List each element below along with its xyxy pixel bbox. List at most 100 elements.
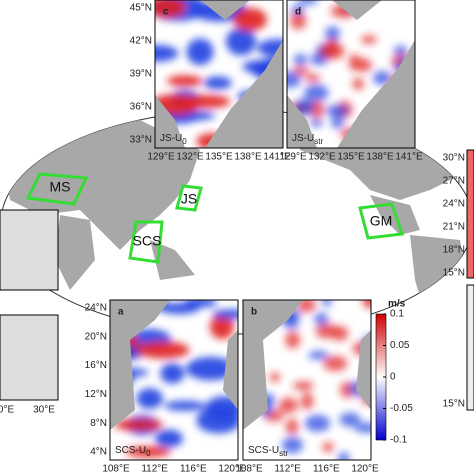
colorbar-tick-label: 0.05	[390, 340, 410, 351]
panel-title-sub: 0	[182, 137, 187, 146]
panel-title-sub: str	[279, 449, 288, 458]
field	[155, 0, 283, 148]
x-tick-label: 141°E	[263, 152, 291, 163]
x-tick-label: 120°E	[218, 464, 246, 474]
blob	[304, 84, 329, 102]
x-tick-label: 135°E	[205, 152, 233, 163]
colorbar-tick-label: 0	[390, 372, 396, 383]
colorbar-tick-label: 0.1	[390, 309, 404, 320]
panel-title: JS-Ustr	[292, 133, 323, 146]
blob	[325, 104, 349, 118]
panel-frame	[286, 0, 416, 149]
blob	[360, 35, 377, 45]
blob	[319, 43, 345, 60]
blob	[393, 45, 408, 57]
y-tick-label: 24°N	[443, 199, 465, 210]
blob	[203, 76, 232, 90]
blob	[304, 414, 331, 432]
x-tick-label: 135°E	[337, 152, 365, 163]
panel-title: JS-U0	[160, 133, 187, 146]
blob	[348, 53, 361, 71]
x-tick-label: 132°E	[308, 152, 336, 163]
blob	[233, 7, 267, 32]
blob	[290, 12, 307, 30]
blob	[184, 300, 217, 308]
blob	[298, 0, 319, 5]
land	[243, 300, 371, 430]
panel-letter: d	[295, 7, 301, 18]
blob	[292, 66, 310, 75]
land	[110, 300, 238, 430]
blob	[136, 341, 190, 359]
field	[243, 300, 371, 460]
blob	[186, 356, 236, 381]
blob	[305, 73, 321, 83]
blob	[155, 0, 186, 18]
blob	[296, 300, 316, 313]
blob	[225, 27, 257, 56]
y-tick-label: 20°N	[85, 331, 107, 342]
blob	[155, 429, 183, 448]
region-label: MS	[50, 179, 71, 195]
x-tick-label: 30°E	[33, 405, 55, 416]
blob	[354, 422, 371, 433]
blob	[281, 436, 303, 454]
x-tick-label: 116°E	[313, 464, 340, 474]
panel-frame	[109, 299, 239, 461]
y-tick-label: 30°N	[443, 153, 465, 164]
edge-panels	[0, 149, 474, 411]
blob	[160, 363, 185, 384]
panel-title: SCS-Ustr	[248, 445, 288, 458]
y-tick-label: 21°N	[443, 222, 465, 233]
blob	[287, 71, 302, 88]
y-tick-label: 36°N	[130, 102, 152, 113]
x-tick-label: 0°E	[0, 405, 14, 416]
panel-title-sub: str	[314, 137, 323, 146]
blob	[164, 400, 206, 411]
blob	[321, 300, 332, 307]
blob	[310, 118, 323, 128]
blob	[292, 381, 314, 391]
y-tick-label: 8°N	[90, 418, 107, 429]
panel: c JS-U0 45°N 42°N 39°N 36°N 33°N 129°E 132°E 135°…	[130, 0, 291, 163]
y-tick-label: 15°N	[443, 399, 465, 410]
blob	[314, 312, 329, 326]
panel-title-main: JS-U	[160, 133, 182, 144]
blob	[362, 300, 371, 309]
y-tick-label: 12°N	[85, 389, 107, 400]
panel-letter: a	[118, 307, 124, 318]
blob	[322, 441, 334, 453]
blob	[166, 75, 203, 87]
panel-frame	[154, 0, 284, 149]
blob	[315, 323, 339, 339]
panel: b SCS-Ustr 108°E 112°E 116°E 120°E	[235, 299, 379, 474]
region-label: JS	[181, 191, 197, 207]
blob	[155, 44, 179, 62]
panel-title-sub: 0	[146, 449, 151, 458]
panel-title: SCS-U0	[115, 445, 151, 458]
x-tick-label: 120°E	[351, 464, 379, 474]
y-tick-label: 18°N	[443, 245, 465, 256]
blob	[285, 418, 299, 435]
blob	[372, 70, 392, 86]
blob	[186, 38, 214, 66]
panel-frame	[242, 299, 372, 461]
blob	[352, 77, 365, 90]
blob	[308, 350, 329, 360]
blob	[114, 418, 164, 431]
blob	[136, 388, 163, 409]
blob	[337, 452, 350, 460]
x-tick-label: 112°E	[274, 464, 301, 474]
y-tick-label: 4°N	[90, 447, 107, 458]
blob	[339, 412, 361, 427]
y-tick-label: 27°N	[443, 176, 465, 187]
y-tick-label: 33°N	[130, 135, 152, 146]
colorbar-tick-label: -0.05	[390, 403, 413, 414]
y-tick-label: 16°N	[85, 360, 107, 371]
y-tick-label: 39°N	[130, 69, 152, 80]
y-tick-label: 45°N	[130, 3, 152, 14]
x-tick-label: 129°E	[147, 152, 175, 163]
panel-title-main: SCS-U	[115, 445, 146, 456]
x-tick-label: 108°E	[235, 464, 263, 474]
